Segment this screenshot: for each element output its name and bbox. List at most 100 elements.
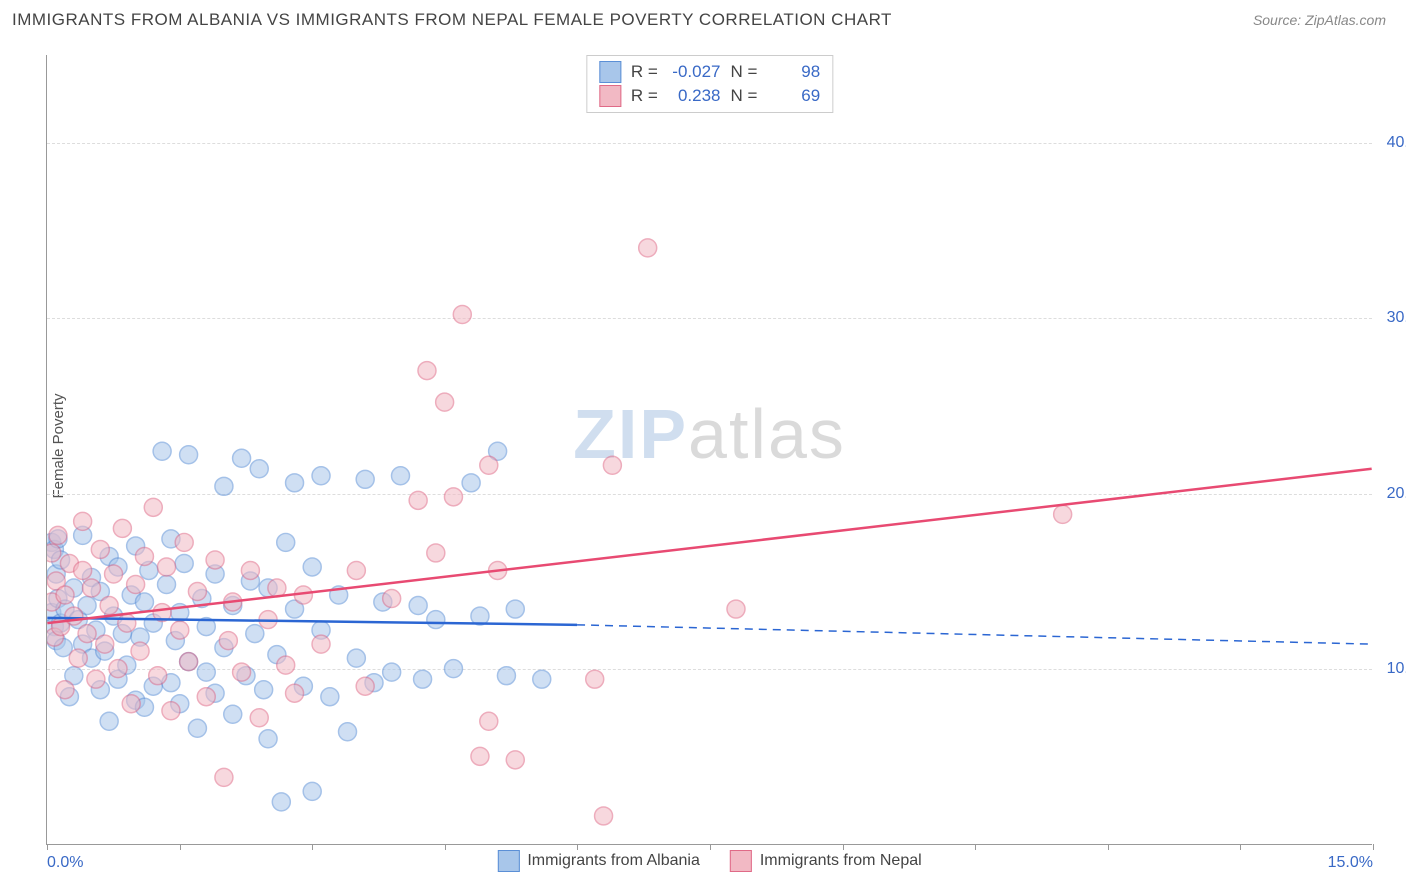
xtick xyxy=(180,844,181,850)
data-point xyxy=(444,488,462,506)
legend-label: Immigrants from Albania xyxy=(527,852,700,870)
data-point xyxy=(639,239,657,257)
ytick-label: 30.0% xyxy=(1387,309,1406,327)
xtick xyxy=(843,844,844,850)
data-point xyxy=(47,544,61,562)
data-point xyxy=(356,470,374,488)
data-point xyxy=(339,723,357,741)
data-point xyxy=(69,649,87,667)
swatch-nepal xyxy=(730,850,752,872)
data-point xyxy=(135,593,153,611)
data-point xyxy=(49,526,67,544)
data-point xyxy=(595,807,613,825)
data-point xyxy=(303,782,321,800)
data-point xyxy=(1054,505,1072,523)
data-point xyxy=(321,688,339,706)
ytick-label: 10.0% xyxy=(1387,660,1406,678)
swatch-albania xyxy=(497,850,519,872)
data-point xyxy=(303,558,321,576)
data-point xyxy=(149,667,167,685)
data-point xyxy=(272,793,290,811)
data-point xyxy=(180,653,198,671)
data-point xyxy=(409,597,427,615)
data-point xyxy=(453,306,471,324)
data-point xyxy=(122,695,140,713)
data-point xyxy=(175,554,193,572)
data-point xyxy=(144,498,162,516)
xtick xyxy=(445,844,446,850)
data-point xyxy=(197,663,215,681)
correlation-legend: R = -0.027 N = 98 R = 0.238 N = 69 xyxy=(586,55,833,113)
data-point xyxy=(56,586,74,604)
data-point xyxy=(471,747,489,765)
data-point xyxy=(82,579,100,597)
data-point xyxy=(65,607,83,625)
data-point xyxy=(347,561,365,579)
xtick xyxy=(975,844,976,850)
data-point xyxy=(480,712,498,730)
chart-header: IMMIGRANTS FROM ALBANIA VS IMMIGRANTS FR… xyxy=(0,0,1406,34)
xtick xyxy=(312,844,313,850)
data-point xyxy=(436,393,454,411)
r-label: R = -0.027 xyxy=(631,62,721,82)
data-point xyxy=(462,474,480,492)
data-point xyxy=(56,681,74,699)
data-point xyxy=(277,656,295,674)
swatch-nepal xyxy=(599,85,621,107)
data-point xyxy=(171,621,189,639)
data-point xyxy=(255,681,273,699)
data-point xyxy=(233,449,251,467)
data-point xyxy=(100,597,118,615)
data-point xyxy=(727,600,745,618)
data-point xyxy=(105,565,123,583)
data-point xyxy=(175,533,193,551)
data-point xyxy=(312,467,330,485)
data-point xyxy=(312,635,330,653)
data-point xyxy=(127,576,145,594)
n-label: N = 98 xyxy=(731,62,821,82)
data-point xyxy=(74,561,92,579)
data-point xyxy=(259,730,277,748)
data-point xyxy=(409,491,427,509)
data-point xyxy=(356,677,374,695)
r-label: R = 0.238 xyxy=(631,86,721,106)
legend-row-albania: R = -0.027 N = 98 xyxy=(599,60,820,84)
data-point xyxy=(444,660,462,678)
data-point xyxy=(277,533,295,551)
n-label: N = 69 xyxy=(731,86,821,106)
xtick xyxy=(710,844,711,850)
data-point xyxy=(506,600,524,618)
data-point xyxy=(135,547,153,565)
legend-item-nepal: Immigrants from Nepal xyxy=(730,850,922,872)
data-point xyxy=(392,467,410,485)
data-point xyxy=(96,635,114,653)
data-point xyxy=(215,768,233,786)
data-point xyxy=(533,670,551,688)
xtick xyxy=(1240,844,1241,850)
scatter-plot-svg xyxy=(47,55,1372,844)
chart-title: IMMIGRANTS FROM ALBANIA VS IMMIGRANTS FR… xyxy=(12,10,892,30)
data-point xyxy=(158,576,176,594)
data-point xyxy=(180,446,198,464)
data-point xyxy=(427,544,445,562)
data-point xyxy=(286,684,304,702)
data-point xyxy=(74,512,92,530)
data-point xyxy=(206,551,224,569)
data-point xyxy=(383,663,401,681)
data-point xyxy=(188,719,206,737)
legend-item-albania: Immigrants from Albania xyxy=(497,850,700,872)
data-point xyxy=(506,751,524,769)
data-point xyxy=(480,456,498,474)
data-point xyxy=(158,558,176,576)
trendline-nepal xyxy=(47,469,1371,623)
xtick xyxy=(1108,844,1109,850)
data-point xyxy=(219,632,237,650)
data-point xyxy=(224,705,242,723)
data-point xyxy=(246,625,264,643)
data-point xyxy=(603,456,621,474)
chart-plot-area: ZIPatlas R = -0.027 N = 98 R = 0.238 N =… xyxy=(46,55,1372,845)
data-point xyxy=(418,362,436,380)
xtick xyxy=(47,844,48,850)
data-point xyxy=(233,663,251,681)
data-point xyxy=(188,583,206,601)
